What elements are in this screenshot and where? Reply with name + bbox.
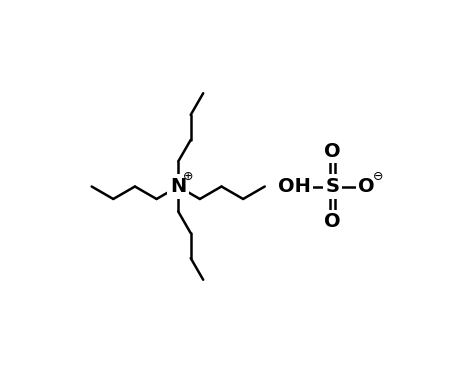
Text: O: O [324,142,341,161]
Text: ⊖: ⊖ [373,170,384,183]
Text: S: S [326,177,339,196]
Text: OH: OH [278,177,311,196]
Text: ⊕: ⊕ [182,170,193,183]
Text: O: O [324,212,341,231]
Text: N: N [170,177,186,196]
Text: O: O [358,177,375,196]
